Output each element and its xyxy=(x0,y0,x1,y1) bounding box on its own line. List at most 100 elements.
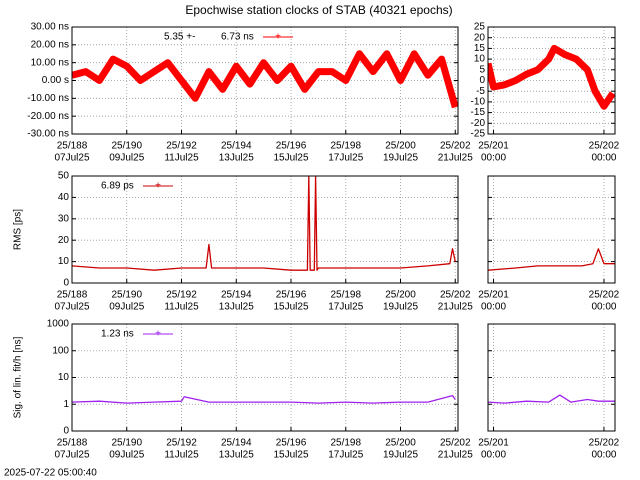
x-tick-date: 00:00 xyxy=(481,153,506,164)
legend-marker: + xyxy=(155,329,161,340)
x-tick-date: 11Jul25 xyxy=(164,153,199,164)
plot-frame xyxy=(487,323,616,432)
legend-label: 6.89 ps xyxy=(101,181,134,192)
y-tick-label: -5 xyxy=(476,86,485,97)
x-tick-label: 25/200 xyxy=(385,290,416,301)
x-tick-label: 25/188 xyxy=(57,141,88,152)
x-tick-date: 17Jul25 xyxy=(328,450,363,461)
x-tick-date: 15Jul25 xyxy=(273,153,308,164)
x-tick-date: 13Jul25 xyxy=(219,302,254,313)
x-tick-date: 11Jul25 xyxy=(164,450,199,461)
x-tick-label: 25/188 xyxy=(57,290,88,301)
y-tick-label: 15 xyxy=(474,43,486,54)
series-line xyxy=(488,248,615,271)
y-tick-label: 100 xyxy=(52,345,69,356)
y-tick-label: 0 xyxy=(63,426,69,437)
x-tick-label: 25/190 xyxy=(111,290,142,301)
x-tick-label: 25/198 xyxy=(330,438,361,449)
y-tick-label: 1 xyxy=(63,399,69,410)
timestamp: 2025-07-22 05:00:40 xyxy=(4,468,97,479)
x-tick-label: 25/198 xyxy=(330,141,361,152)
legend-label: 6.73 ns xyxy=(221,32,254,43)
x-tick-date: 00:00 xyxy=(591,450,616,461)
y-tick-label: -20.00 ns xyxy=(27,111,69,122)
legend-marker: + xyxy=(155,181,161,192)
x-tick-label: 25/201 xyxy=(478,290,509,301)
y-tick-label: 25 xyxy=(474,22,486,33)
x-tick-label: 25/202 xyxy=(440,438,471,449)
x-tick-label: 25/202 xyxy=(440,290,471,301)
x-tick-label: 25/196 xyxy=(276,290,307,301)
y-tick-label: -25 xyxy=(471,129,486,140)
series-line xyxy=(72,394,456,404)
x-tick-date: 07Jul25 xyxy=(54,153,89,164)
x-tick-date: 00:00 xyxy=(591,153,616,164)
x-tick-label: 25/201 xyxy=(478,438,509,449)
x-tick-label: 25/190 xyxy=(111,438,142,449)
x-tick-label: 25/192 xyxy=(166,290,197,301)
x-tick-label: 25/194 xyxy=(221,438,252,449)
x-tick-label: 25/202 xyxy=(589,438,620,449)
x-tick-label: 25/190 xyxy=(111,141,142,152)
x-tick-date: 15Jul25 xyxy=(273,450,308,461)
plot-frame xyxy=(71,323,459,432)
x-tick-date: 09Jul25 xyxy=(109,450,144,461)
y-tick-label: -10 xyxy=(471,97,486,108)
y-tick-label: 10 xyxy=(474,54,486,65)
y-tick-label: 0.00 s xyxy=(42,75,69,86)
x-tick-date: 07Jul25 xyxy=(54,450,89,461)
plot-frame xyxy=(487,175,616,284)
y-tick-label: 0 xyxy=(479,75,485,86)
plot-frame xyxy=(71,175,459,284)
x-tick-label: 25/200 xyxy=(385,438,416,449)
x-tick-date: 19Jul25 xyxy=(383,450,418,461)
y-tick-label: -10.00 ns xyxy=(27,93,69,104)
x-tick-label: 25/192 xyxy=(166,438,197,449)
plot-frame xyxy=(487,26,616,135)
y-tick-label: 30.00 ns xyxy=(31,22,69,33)
x-tick-date: 21Jul25 xyxy=(438,153,473,164)
x-tick-date: 00:00 xyxy=(481,450,506,461)
x-tick-date: 13Jul25 xyxy=(219,450,254,461)
y-tick-label: 20 xyxy=(474,32,486,43)
x-tick-label: 25/188 xyxy=(57,438,88,449)
legend-label: 1.23 ns xyxy=(101,329,134,340)
x-tick-label: 25/202 xyxy=(589,290,620,301)
x-tick-label: 25/194 xyxy=(221,141,252,152)
y-tick-label: 10 xyxy=(58,256,70,267)
series-line xyxy=(72,50,458,109)
series-line xyxy=(72,176,456,271)
y-tick-label: -30.00 ns xyxy=(27,129,69,140)
x-tick-label: 25/196 xyxy=(276,438,307,449)
legend-prefix: 5.35 +- xyxy=(164,32,195,43)
y-tick-label: 0 xyxy=(63,278,69,289)
series-line xyxy=(488,394,615,404)
y-tick-label: 1000 xyxy=(47,319,70,330)
x-tick-label: 25/201 xyxy=(478,141,509,152)
legend-marker: + xyxy=(275,32,281,43)
y-tick-label: 30 xyxy=(58,213,70,224)
y-tick-label: 20.00 ns xyxy=(31,39,69,50)
x-tick-date: 21Jul25 xyxy=(438,302,473,313)
chart-title: Epochwise station clocks of STAB (40321 … xyxy=(185,3,452,17)
y-tick-label: 40 xyxy=(58,192,70,203)
x-tick-date: 00:00 xyxy=(591,302,616,313)
x-tick-label: 25/192 xyxy=(166,141,197,152)
x-tick-date: 15Jul25 xyxy=(273,302,308,313)
y-axis-label: Sig. of lin. fit/h [ns] xyxy=(13,336,24,418)
x-tick-date: 09Jul25 xyxy=(109,302,144,313)
x-tick-date: 13Jul25 xyxy=(219,153,254,164)
x-tick-date: 00:00 xyxy=(481,302,506,313)
y-tick-label: -15 xyxy=(471,107,486,118)
x-tick-date: 19Jul25 xyxy=(383,302,418,313)
x-tick-date: 19Jul25 xyxy=(383,153,418,164)
x-tick-label: 25/194 xyxy=(221,290,252,301)
x-tick-label: 25/196 xyxy=(276,141,307,152)
y-tick-label: 20 xyxy=(58,235,70,246)
x-tick-date: 09Jul25 xyxy=(109,153,144,164)
plot-frame xyxy=(71,26,459,135)
y-tick-label: 10.00 ns xyxy=(31,57,69,68)
x-tick-label: 25/200 xyxy=(385,141,416,152)
x-tick-date: 07Jul25 xyxy=(54,302,89,313)
